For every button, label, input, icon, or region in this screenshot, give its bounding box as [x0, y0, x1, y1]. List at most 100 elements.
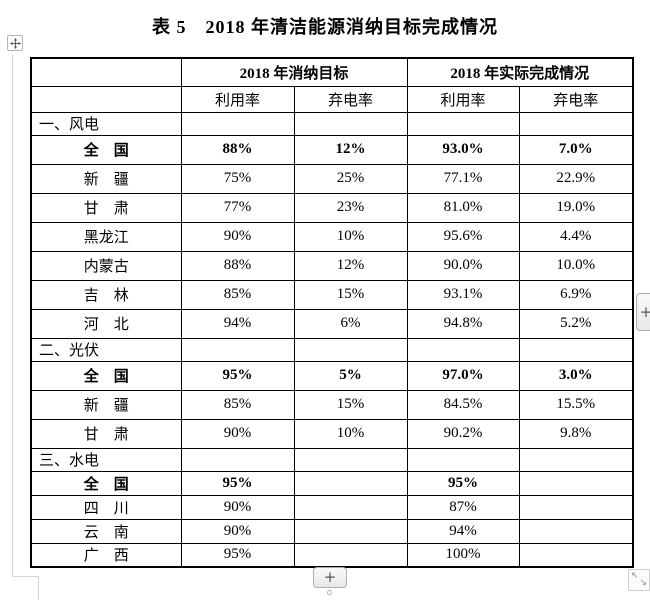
value-cell[interactable]: 100% — [406, 542, 520, 568]
value-cell[interactable]: 10% — [293, 418, 408, 449]
table-header-group-row: 2018 年消纳目标 2018 年实际完成情况 — [30, 57, 634, 87]
value-cell[interactable]: 12% — [293, 250, 408, 281]
value-cell[interactable]: 88% — [180, 134, 295, 165]
value-cell[interactable] — [293, 111, 408, 136]
value-cell[interactable]: 5.2% — [518, 308, 634, 339]
region-name-cell[interactable]: 全 国 — [30, 360, 182, 391]
value-cell[interactable]: 87% — [406, 494, 520, 520]
region-name-cell[interactable]: 新 疆 — [30, 389, 182, 420]
value-cell[interactable]: 88% — [180, 250, 295, 281]
table-row: 广 西 95% 100% — [30, 542, 634, 568]
subheader-cell[interactable]: 利用率 — [180, 85, 295, 113]
value-cell[interactable] — [293, 542, 408, 568]
value-cell[interactable] — [293, 518, 408, 544]
table-move-handle[interactable] — [7, 35, 23, 51]
value-cell[interactable] — [406, 111, 520, 136]
value-cell[interactable]: 15% — [293, 279, 408, 310]
region-name-cell[interactable]: 内蒙古 — [30, 250, 182, 281]
subheader-cell[interactable]: 弃电率 — [518, 85, 634, 113]
section-label-cell[interactable]: 三、水电 — [30, 447, 182, 472]
value-cell[interactable]: 90% — [180, 518, 295, 544]
value-cell[interactable] — [180, 111, 295, 136]
value-cell[interactable]: 9.8% — [518, 418, 634, 449]
value-cell[interactable]: 22.9% — [518, 163, 634, 194]
region-name-cell[interactable]: 河 北 — [30, 308, 182, 339]
region-name-cell[interactable]: 甘 肃 — [30, 192, 182, 223]
value-cell[interactable]: 6% — [293, 308, 408, 339]
value-cell[interactable]: 77.1% — [406, 163, 520, 194]
value-cell[interactable]: 95% — [180, 542, 295, 568]
header-blank-cell[interactable] — [30, 85, 182, 113]
subheader-cell[interactable]: 利用率 — [406, 85, 520, 113]
value-cell[interactable]: 3.0% — [518, 360, 634, 391]
value-cell[interactable]: 4.4% — [518, 221, 634, 252]
value-cell[interactable] — [518, 337, 634, 362]
value-cell[interactable]: 95% — [180, 360, 295, 391]
value-cell[interactable]: 12% — [293, 134, 408, 165]
value-cell[interactable]: 95% — [406, 470, 520, 496]
value-cell[interactable]: 7.0% — [518, 134, 634, 165]
value-cell[interactable]: 90% — [180, 494, 295, 520]
region-name-cell[interactable]: 黑龙江 — [30, 221, 182, 252]
value-cell[interactable] — [406, 337, 520, 362]
value-cell[interactable]: 75% — [180, 163, 295, 194]
value-cell[interactable]: 77% — [180, 192, 295, 223]
header-target-cell[interactable]: 2018 年消纳目标 — [180, 57, 408, 87]
insert-column-button[interactable]: + — [636, 293, 650, 331]
region-name-cell[interactable]: 云 南 — [30, 518, 182, 544]
value-cell[interactable] — [293, 494, 408, 520]
region-name-cell[interactable]: 全 国 — [30, 470, 182, 496]
value-cell[interactable]: 10.0% — [518, 250, 634, 281]
value-cell[interactable]: 93.1% — [406, 279, 520, 310]
resize-arrow-se-icon: ↘ — [639, 578, 647, 588]
insert-row-button[interactable]: + — [313, 567, 347, 588]
section-label-cell[interactable]: 一、风电 — [30, 111, 182, 136]
value-cell[interactable] — [518, 542, 634, 568]
value-cell[interactable] — [180, 447, 295, 472]
value-cell[interactable]: 15% — [293, 389, 408, 420]
value-cell[interactable]: 95.6% — [406, 221, 520, 252]
value-cell[interactable]: 15.5% — [518, 389, 634, 420]
value-cell[interactable]: 94% — [180, 308, 295, 339]
value-cell[interactable]: 85% — [180, 389, 295, 420]
value-cell[interactable]: 5% — [293, 360, 408, 391]
region-name-cell[interactable]: 全 国 — [30, 134, 182, 165]
value-cell[interactable]: 10% — [293, 221, 408, 252]
section-label-cell[interactable]: 二、光伏 — [30, 337, 182, 362]
region-name-cell[interactable]: 甘 肃 — [30, 418, 182, 449]
value-cell[interactable]: 90% — [180, 221, 295, 252]
value-cell[interactable]: 25% — [293, 163, 408, 194]
region-name-cell[interactable]: 四 川 — [30, 494, 182, 520]
value-cell[interactable] — [180, 337, 295, 362]
subheader-cell[interactable]: 弃电率 — [293, 85, 408, 113]
value-cell[interactable] — [293, 470, 408, 496]
header-blank-cell[interactable] — [30, 57, 182, 87]
value-cell[interactable]: 97.0% — [406, 360, 520, 391]
value-cell[interactable]: 85% — [180, 279, 295, 310]
value-cell[interactable] — [293, 337, 408, 362]
value-cell[interactable]: 94.8% — [406, 308, 520, 339]
value-cell[interactable]: 6.9% — [518, 279, 634, 310]
value-cell[interactable] — [518, 111, 634, 136]
value-cell[interactable]: 90% — [180, 418, 295, 449]
value-cell[interactable]: 95% — [180, 470, 295, 496]
value-cell[interactable]: 23% — [293, 192, 408, 223]
value-cell[interactable]: 19.0% — [518, 192, 634, 223]
header-actual-cell[interactable]: 2018 年实际完成情况 — [406, 57, 634, 87]
value-cell[interactable] — [518, 447, 634, 472]
value-cell[interactable] — [518, 470, 634, 496]
value-cell[interactable]: 93.0% — [406, 134, 520, 165]
value-cell[interactable]: 90.0% — [406, 250, 520, 281]
value-cell[interactable] — [293, 447, 408, 472]
region-name-cell[interactable]: 吉 林 — [30, 279, 182, 310]
region-name-cell[interactable]: 新 疆 — [30, 163, 182, 194]
value-cell[interactable] — [406, 447, 520, 472]
value-cell[interactable]: 81.0% — [406, 192, 520, 223]
value-cell[interactable] — [518, 494, 634, 520]
table-resize-handle[interactable]: ↖ ↘ — [628, 569, 650, 591]
value-cell[interactable]: 94% — [406, 518, 520, 544]
value-cell[interactable] — [518, 518, 634, 544]
region-name-cell[interactable]: 广 西 — [30, 542, 182, 568]
value-cell[interactable]: 90.2% — [406, 418, 520, 449]
value-cell[interactable]: 84.5% — [406, 389, 520, 420]
